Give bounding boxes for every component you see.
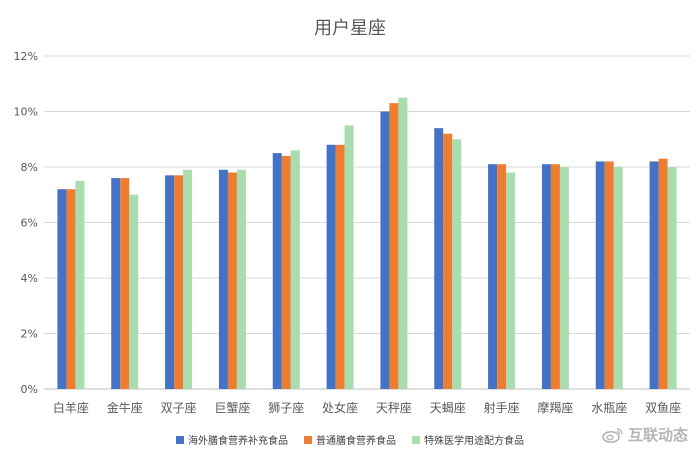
- bar: [236, 169, 246, 389]
- chart-title: 用户星座: [314, 18, 386, 39]
- legend-swatch: [176, 435, 184, 444]
- chart-legend: 海外膳食营养补充食品 普通膳食营养食品 特殊医学用途配方食品: [0, 432, 700, 447]
- bar: [183, 169, 193, 389]
- legend-item: 特殊医学用途配方食品: [412, 432, 524, 447]
- bar: [120, 178, 130, 389]
- watermark-text: 互联动态: [627, 426, 688, 444]
- y-tick-label: 2%: [21, 328, 38, 341]
- bar: [649, 161, 659, 389]
- x-tick-label: 狮子座: [268, 400, 304, 415]
- legend-swatch: [304, 435, 312, 444]
- bar: [344, 125, 354, 389]
- bar: [434, 128, 444, 389]
- y-tick-label: 12%: [14, 50, 38, 63]
- bar: [335, 144, 345, 389]
- x-tick-label: 水瓶座: [591, 400, 627, 415]
- x-tick-label: 天秤座: [376, 400, 412, 415]
- bar: [497, 164, 507, 389]
- bar: [380, 111, 390, 389]
- legend-item: 海外膳食营养补充食品: [176, 432, 288, 447]
- bar: [174, 175, 184, 389]
- bar: [506, 172, 516, 389]
- y-tick-label: 0%: [21, 383, 38, 396]
- bar: [66, 189, 76, 389]
- y-tick-label: 6%: [21, 217, 38, 230]
- bar: [667, 167, 677, 389]
- bar: [111, 178, 121, 389]
- x-tick-label: 巨蟹座: [214, 400, 250, 415]
- legend-swatch: [412, 435, 420, 444]
- bar: [218, 169, 228, 389]
- bar: [165, 175, 175, 389]
- x-tick-label: 双鱼座: [645, 400, 681, 415]
- x-tick-label: 摩羯座: [537, 400, 573, 415]
- bar: [326, 144, 336, 389]
- bar: [290, 150, 300, 389]
- bar: [443, 133, 453, 389]
- weibo-logo-icon: [602, 427, 623, 443]
- bar: [398, 97, 408, 389]
- bar: [272, 153, 282, 389]
- bar: [488, 164, 498, 389]
- bar: [595, 161, 605, 389]
- bar: [452, 139, 462, 389]
- bar: [550, 164, 560, 389]
- bar: [389, 103, 399, 390]
- legend-label: 海外膳食营养补充食品: [188, 436, 288, 447]
- bar: [613, 167, 623, 389]
- x-tick-label: 射手座: [484, 400, 520, 415]
- bar: [604, 161, 614, 389]
- bar: [227, 172, 237, 389]
- x-tick-label: 双子座: [161, 400, 197, 415]
- legend-label: 普通膳食营养食品: [316, 436, 396, 447]
- y-tick-label: 10%: [14, 106, 38, 119]
- x-tick-label: 白羊座: [53, 400, 89, 415]
- y-tick-label: 8%: [21, 161, 38, 174]
- bar: [57, 189, 67, 389]
- bar: [658, 158, 668, 389]
- x-tick-label: 处女座: [322, 400, 358, 415]
- bar: [75, 180, 85, 389]
- bar: [559, 167, 569, 389]
- watermark: 互联动态: [602, 424, 688, 445]
- x-tick-label: 金牛座: [107, 400, 143, 415]
- bar: [281, 155, 291, 389]
- bar: [541, 164, 551, 389]
- x-tick-label: 天蝎座: [430, 400, 466, 415]
- legend-item: 普通膳食营养食品: [304, 432, 396, 447]
- y-tick-label: 4%: [21, 272, 38, 285]
- legend-label: 特殊医学用途配方食品: [424, 436, 524, 447]
- bar: [129, 194, 139, 389]
